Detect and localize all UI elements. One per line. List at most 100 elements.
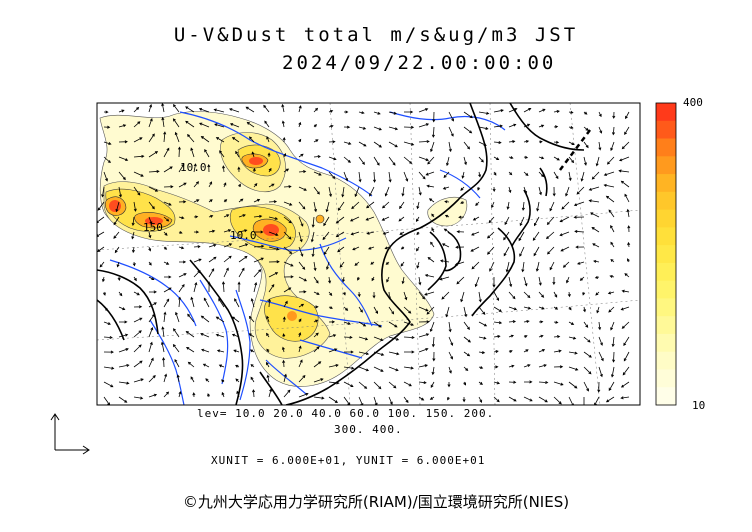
wind-vector-arrow xyxy=(398,216,405,222)
wind-vector-arrow xyxy=(568,156,575,164)
wind-vector-arrow xyxy=(403,396,409,404)
wind-vector-arrow xyxy=(313,107,319,113)
wind-vector-arrow xyxy=(193,270,201,278)
wind-vector-arrow xyxy=(313,361,322,368)
wind-vector-arrow xyxy=(133,344,142,353)
dust-peak-4 xyxy=(249,157,263,165)
wind-vector-arrow xyxy=(492,277,496,288)
wind-vector-arrow xyxy=(623,336,630,347)
wind-vector-arrow xyxy=(148,357,154,368)
wind-vector-arrow xyxy=(567,291,571,298)
dust-peak-3 xyxy=(263,224,279,236)
wind-vector-arrow xyxy=(343,156,351,163)
wind-vector-arrow xyxy=(351,201,360,210)
wind-vector-arrow xyxy=(523,123,531,128)
wind-vector-arrow xyxy=(462,396,466,403)
wind-vector-arrow xyxy=(366,201,375,209)
wind-vector-arrow xyxy=(103,350,114,354)
wind-vector-arrow xyxy=(313,305,319,309)
wind-vector-arrow xyxy=(115,201,120,213)
wind-vector-arrow xyxy=(418,108,429,113)
wind-vector-arrow xyxy=(478,141,487,146)
wind-vector-arrow xyxy=(250,376,255,383)
wind-vector-arrow xyxy=(283,300,288,308)
wind-vector-arrow xyxy=(118,333,129,338)
wind-vector-arrow xyxy=(218,298,225,308)
wind-vector-arrow xyxy=(344,350,354,354)
wind-vector-arrow xyxy=(403,125,415,129)
wind-vector-arrow xyxy=(598,351,604,362)
wind-vector-arrow xyxy=(163,201,172,206)
wind-vector-arrow xyxy=(605,396,615,403)
wind-vector-arrow xyxy=(193,245,201,249)
wind-vector-arrow xyxy=(575,245,585,249)
wind-vector-arrow xyxy=(538,380,549,384)
wind-vector-arrow xyxy=(238,214,246,218)
wind-vector-arrow xyxy=(478,126,489,130)
wind-vector-arrow xyxy=(341,276,346,283)
wind-vector-arrow xyxy=(238,267,245,278)
wind-vector-arrow xyxy=(178,273,187,278)
wind-vector-arrow xyxy=(493,140,502,145)
wind-vector-arrow xyxy=(311,216,315,228)
wind-vector-arrow xyxy=(328,320,336,324)
wind-vector-arrow xyxy=(328,156,337,161)
wind-vector-arrow xyxy=(426,184,435,188)
wind-vector-arrow xyxy=(282,316,286,323)
wind-vector-arrow xyxy=(583,126,589,131)
wind-vector-arrow xyxy=(463,126,473,134)
wind-vector-arrow xyxy=(401,186,405,197)
wind-vector-arrow xyxy=(385,261,390,265)
wind-vector-arrow xyxy=(568,306,572,311)
wind-vector-arrow xyxy=(538,306,545,310)
wind-vector-arrow xyxy=(538,186,542,196)
wind-vector-arrow xyxy=(204,148,210,158)
wind-vector-arrow xyxy=(298,345,302,353)
wind-vector-arrow xyxy=(538,364,547,368)
color-scale-step xyxy=(656,369,676,388)
wind-vector-arrow xyxy=(388,126,399,131)
wind-vector-arrow xyxy=(492,186,496,193)
wind-vector-arrow xyxy=(415,216,420,223)
wind-vector-arrow xyxy=(163,231,168,236)
grid-lines xyxy=(97,103,640,405)
wind-vector-arrow xyxy=(366,231,375,235)
wind-vector-arrow xyxy=(595,291,600,296)
wind-vector-arrow xyxy=(148,151,159,158)
wind-vector-arrow xyxy=(460,291,465,303)
wind-vector-arrow xyxy=(148,246,152,252)
wind-vector-arrow xyxy=(620,396,630,400)
wind-vector-arrow xyxy=(583,381,589,392)
wind-vector-arrow xyxy=(313,396,325,400)
wind-vector-arrow xyxy=(478,291,482,303)
wind-vector-arrow xyxy=(388,321,398,328)
wind-vector-arrow xyxy=(508,380,517,384)
wind-vector-arrow xyxy=(595,156,600,167)
wind-vector-arrow xyxy=(103,396,111,405)
wind-vector-arrow xyxy=(163,261,170,265)
wind-vector-arrow xyxy=(508,156,514,159)
wind-vector-arrow xyxy=(536,201,540,212)
wind-vector-arrow xyxy=(148,103,153,113)
wind-vector-arrow xyxy=(268,200,278,204)
wind-vector-arrow xyxy=(446,156,450,167)
wind-vector-arrow xyxy=(185,346,195,353)
wind-vector-arrow xyxy=(298,170,307,174)
wind-vector-arrow xyxy=(133,154,145,158)
wind-vector-arrow xyxy=(199,122,210,128)
wind-vector-arrow xyxy=(215,316,225,323)
wind-vector-arrow xyxy=(553,381,564,386)
wind-vector-arrow xyxy=(298,121,302,128)
wind-vector-arrow xyxy=(118,320,128,324)
wind-vector-arrow xyxy=(431,126,435,138)
wind-vector-arrow xyxy=(133,360,143,368)
wind-vector-arrow xyxy=(298,261,306,270)
wind-vector-arrow xyxy=(622,366,630,376)
wind-vector-arrow xyxy=(172,343,180,353)
wind-vector-arrow xyxy=(250,297,255,308)
wind-vector-arrow xyxy=(253,244,265,248)
wind-vector-arrow xyxy=(624,273,630,278)
wind-vector-arrow xyxy=(235,378,240,383)
color-scale-bar xyxy=(656,103,676,406)
wind-vector-arrow xyxy=(583,351,592,358)
